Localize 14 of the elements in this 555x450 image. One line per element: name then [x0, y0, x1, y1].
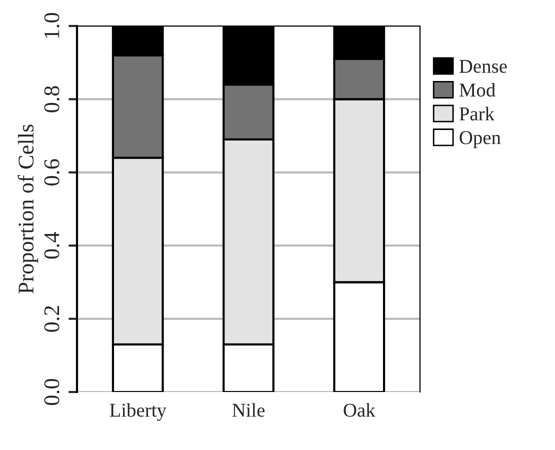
y-axis-title: Proportion of Cells: [18, 124, 38, 294]
x-tick-label: Liberty: [110, 403, 166, 421]
legend-label: Park: [459, 106, 495, 120]
legend-label: Open: [460, 131, 501, 148]
y-tick-label: 0.8: [44, 86, 60, 112]
x-tick-label: Oak: [344, 403, 376, 417]
y-tick-label: 0.6: [44, 159, 60, 186]
legend-label: Dense: [459, 60, 507, 73]
x-tick-label: Nile: [232, 403, 265, 417]
y-tick-label: 0.0: [44, 378, 60, 406]
legend-label: Mod: [459, 82, 496, 97]
y-tick-label: 1.0: [44, 12, 60, 38]
y-tick-label: 0.4: [44, 232, 60, 259]
y-tick-label: 0.2: [44, 306, 60, 332]
